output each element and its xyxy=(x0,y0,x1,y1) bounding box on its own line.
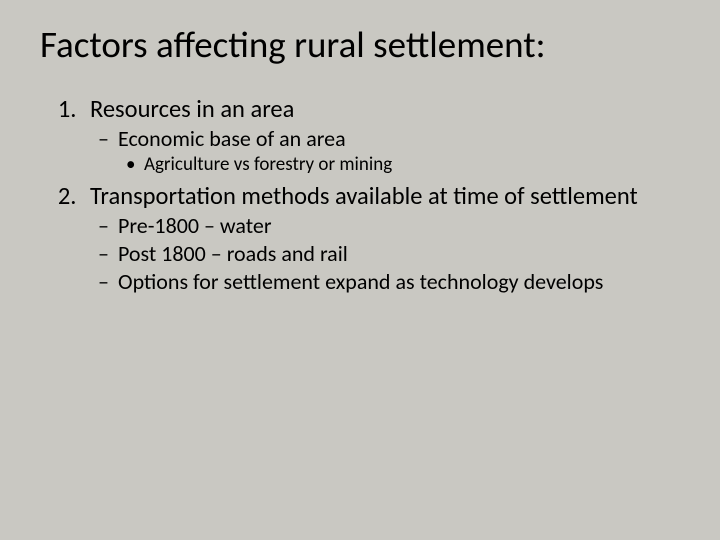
item-text: Pre-1800 – water xyxy=(118,212,272,239)
outline-level-2: Economic base of an area Agriculture vs … xyxy=(90,126,680,176)
list-item: Resources in an area Economic base of an… xyxy=(82,95,680,176)
list-item: Agriculture vs forestry or mining xyxy=(144,154,680,176)
list-item: Economic base of an area Agriculture vs … xyxy=(118,126,680,176)
outline-level-3: Agriculture vs forestry or mining xyxy=(118,154,680,176)
item-text: Transportation methods available at time… xyxy=(90,181,638,211)
outline-level-2: Pre-1800 – water Post 1800 – roads and r… xyxy=(90,213,680,295)
list-item: Post 1800 – roads and rail xyxy=(118,241,680,267)
slide: Factors affecting rural settlement: Reso… xyxy=(0,0,720,540)
slide-body: Resources in an area Economic base of an… xyxy=(40,95,680,295)
item-text: Agriculture vs forestry or mining xyxy=(144,153,392,176)
list-item: Pre-1800 – water xyxy=(118,213,680,239)
item-text: Post 1800 – roads and rail xyxy=(118,240,348,267)
list-item: Transportation methods available at time… xyxy=(82,182,680,295)
item-text: Options for settlement expand as technol… xyxy=(118,268,603,295)
item-text: Resources in an area xyxy=(90,94,294,124)
outline-level-1: Resources in an area Economic base of an… xyxy=(40,95,680,295)
item-text: Economic base of an area xyxy=(118,125,346,152)
slide-title: Factors affecting rural settlement: xyxy=(40,22,680,67)
list-item: Options for settlement expand as technol… xyxy=(118,269,680,295)
